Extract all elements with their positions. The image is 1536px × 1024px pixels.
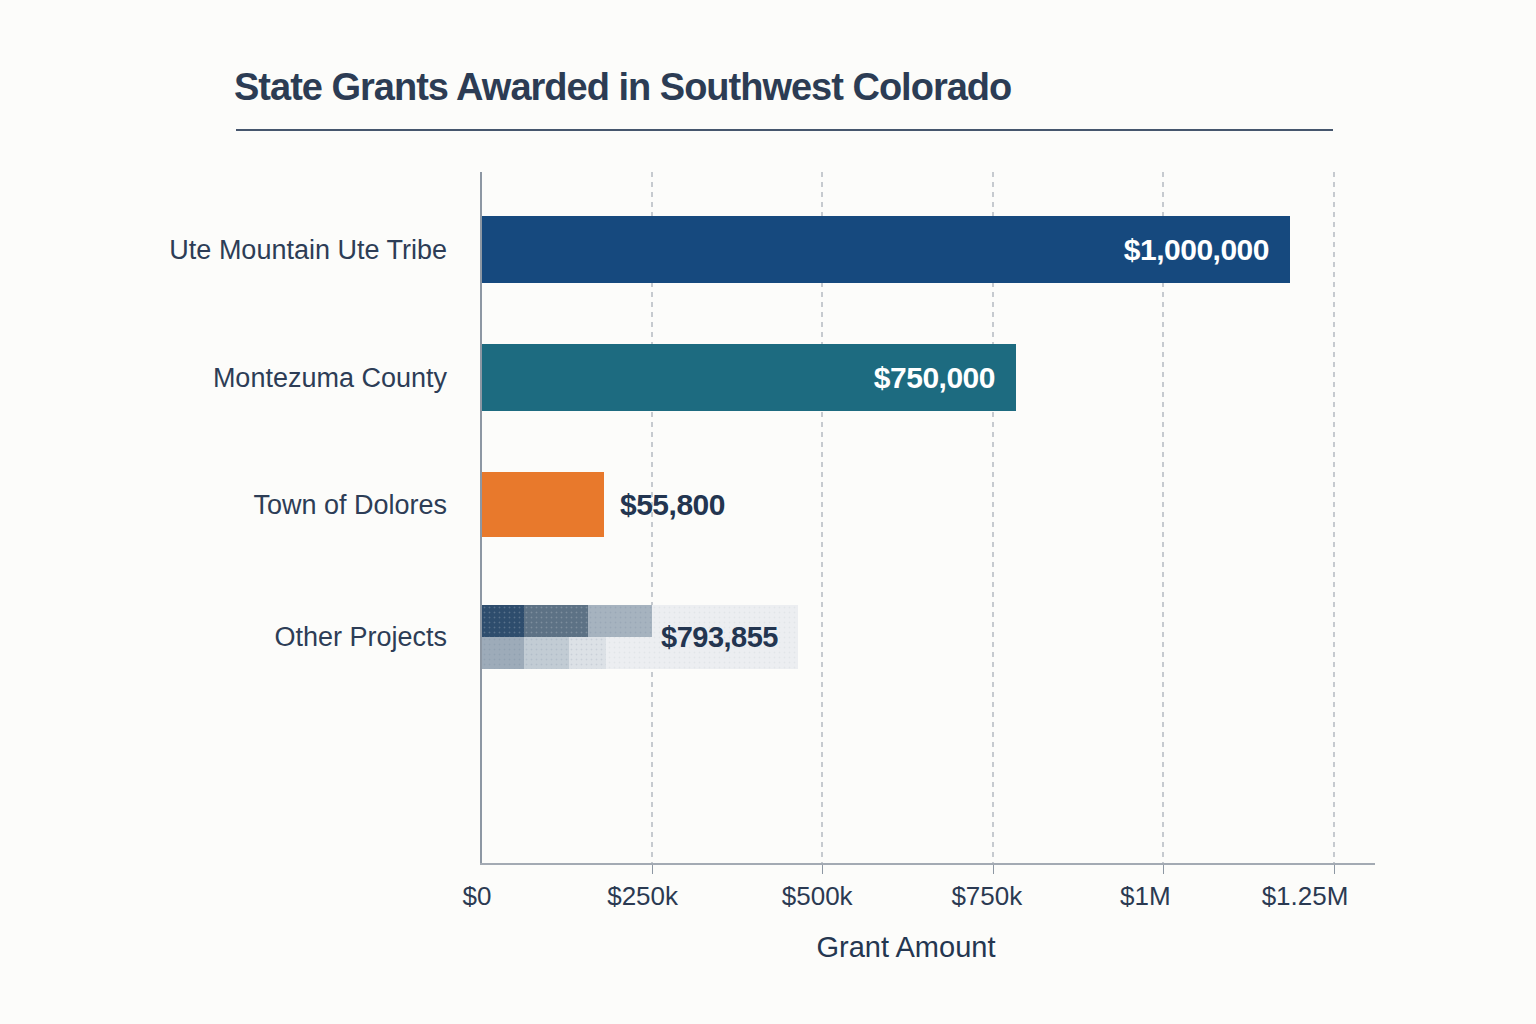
mosaic-tile [482,605,524,637]
mosaic-row [482,605,652,637]
x-tick-mark [1163,865,1164,874]
x-tick-label: $1.25M [1235,881,1375,912]
mosaic-tile [524,637,569,669]
gridline [1333,172,1335,863]
x-tick-label: $0 [407,881,547,912]
bar-value-label: $793,855 [661,621,798,654]
bar-montezuma-county: $750,000 [482,344,1016,411]
x-tick-label: $750k [917,881,1057,912]
chart-title: State Grants Awarded in Southwest Colora… [234,66,1011,109]
x-tick-label: $500k [747,881,887,912]
bar-value-label: $55,800 [620,472,725,537]
bar-value-label: $750,000 [874,361,1016,395]
mosaic-tile [569,637,606,669]
x-tick-label: $1M [1075,881,1215,912]
mosaic-tile [588,605,652,637]
category-label: Town of Dolores [80,487,447,523]
x-axis-line [480,863,1375,865]
x-tick-mark [652,865,653,874]
title-underline [236,129,1333,131]
x-tick-mark [993,865,994,874]
bar-town-of-dolores [482,472,604,537]
mosaic-tile [524,605,588,637]
x-tick-mark [822,865,823,874]
x-tick-label: $250k [573,881,713,912]
bar-value-label: $1,000,000 [1124,233,1290,267]
bar-ute-mountain-ute-tribe: $1,000,000 [482,216,1290,283]
x-axis-title: Grant Amount [756,931,1056,964]
bar-other-projects: $793,855 [482,605,798,669]
category-label: Montezuma County [80,360,447,396]
bar-chart: State Grants Awarded in Southwest Colora… [0,0,1536,1024]
x-tick-mark [1334,865,1335,874]
category-label: Other Projects [80,619,447,655]
category-label: Ute Mountain Ute Tribe [80,232,447,268]
mosaic-row [482,637,606,669]
mosaic-tile [482,637,524,669]
